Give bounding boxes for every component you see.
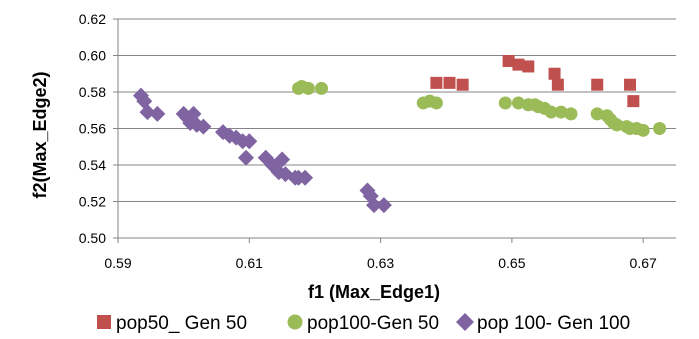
- data-point-square: [512, 58, 525, 71]
- legend-item: pop50_ Gen 50: [97, 313, 247, 334]
- legend-item: pop100-Gen 50: [287, 313, 439, 334]
- data-point-diamond: [297, 169, 314, 186]
- data-point-diamond: [366, 197, 383, 214]
- x-tick-label: 0.59: [104, 255, 131, 271]
- data-point-square: [627, 95, 640, 108]
- data-point-circle: [301, 81, 315, 95]
- x-axis-title: f1 (Max_Edge1): [308, 282, 440, 302]
- legend-label: pop50_ Gen 50: [116, 313, 247, 334]
- x-tick-labels: 0.59 0.61 0.63 0.65 0.67: [104, 255, 657, 271]
- legend: pop50_ Gen 50 pop100-Gen 50 pop 100- Gen 1…: [97, 313, 630, 334]
- x-tick-label: 0.67: [630, 255, 657, 271]
- data-point-diamond: [188, 116, 205, 133]
- y-tick-label: 0.50: [79, 230, 106, 246]
- data-point-diamond: [149, 105, 166, 122]
- legend-marker-diamond: [456, 313, 474, 331]
- y-tick-label: 0.60: [79, 48, 106, 64]
- legend-marker-square: [97, 315, 111, 329]
- y-axis-title: f2(Max_Edge2): [30, 71, 50, 198]
- series-square: [430, 54, 640, 108]
- series-diamond: [132, 87, 392, 214]
- data-point-square: [456, 78, 469, 91]
- data-point-square: [522, 60, 535, 73]
- data-points: [132, 54, 667, 214]
- data-point-circle: [315, 81, 329, 95]
- data-point-diamond: [375, 197, 392, 214]
- data-point-circle: [554, 105, 568, 119]
- data-point-square: [551, 78, 564, 91]
- grid-lines: [118, 18, 676, 202]
- legend-marker-circle: [287, 314, 303, 330]
- data-point-circle: [653, 122, 667, 135]
- y-tick-label: 0.56: [79, 121, 106, 137]
- y-tick-label: 0.58: [79, 84, 106, 100]
- data-point-square: [624, 78, 637, 91]
- series-circle: [292, 80, 667, 137]
- data-point-circle: [636, 123, 650, 137]
- data-point-circle: [590, 107, 604, 121]
- data-point-circle: [610, 118, 624, 132]
- x-tick-label: 0.63: [367, 255, 394, 271]
- y-tick-label: 0.62: [79, 11, 106, 27]
- data-point-square: [591, 78, 604, 91]
- data-point-diamond: [238, 149, 255, 166]
- data-point-square: [443, 76, 456, 89]
- legend-label: pop 100- Gen 100: [477, 313, 630, 334]
- data-point-square: [548, 67, 561, 80]
- data-point-diamond: [139, 104, 156, 121]
- x-tick-label: 0.61: [236, 255, 263, 271]
- data-point-diamond: [241, 133, 258, 150]
- x-tick-label: 0.65: [498, 255, 525, 271]
- data-point-square: [430, 76, 443, 89]
- legend-item: pop 100- Gen 100: [456, 313, 630, 334]
- y-tick-label: 0.52: [79, 194, 106, 210]
- legend-label: pop100-Gen 50: [307, 313, 439, 334]
- y-tick-labels: 0.50 0.52 0.54 0.56 0.58 0.60 0.62: [79, 11, 106, 246]
- axes: [113, 18, 676, 243]
- data-point-circle: [429, 96, 443, 110]
- data-point-circle: [544, 105, 558, 119]
- data-point-circle: [511, 96, 525, 110]
- data-point-diamond: [274, 151, 291, 168]
- data-point-diamond: [195, 118, 212, 135]
- data-point-circle: [564, 107, 578, 121]
- y-tick-label: 0.54: [79, 157, 106, 173]
- data-point-circle: [498, 96, 512, 110]
- data-point-square: [502, 54, 515, 67]
